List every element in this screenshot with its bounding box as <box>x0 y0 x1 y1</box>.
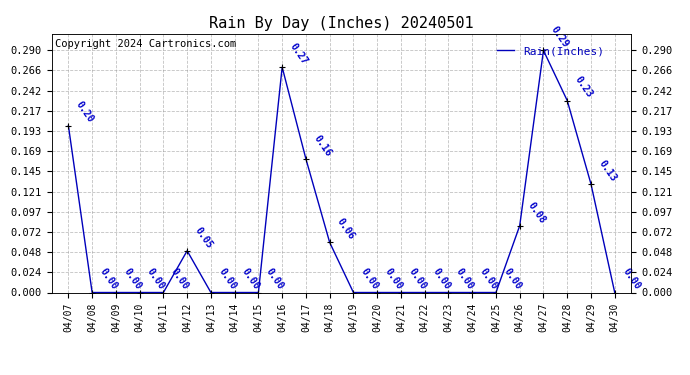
Text: 0.00: 0.00 <box>502 267 523 292</box>
Text: 0.00: 0.00 <box>431 267 452 292</box>
Text: 0.00: 0.00 <box>98 267 119 292</box>
Text: 0.00: 0.00 <box>217 267 238 292</box>
Text: 0.00: 0.00 <box>383 267 404 292</box>
Text: 0.00: 0.00 <box>264 267 286 292</box>
Text: 0.00: 0.00 <box>240 267 262 292</box>
Text: 0.00: 0.00 <box>359 267 381 292</box>
Text: 0.00: 0.00 <box>169 267 190 292</box>
Text: 0.00: 0.00 <box>406 267 428 292</box>
Text: 0.00: 0.00 <box>477 267 500 292</box>
Text: 0.16: 0.16 <box>311 133 333 158</box>
Text: 0.00: 0.00 <box>620 267 642 292</box>
Text: 0.29: 0.29 <box>549 25 571 50</box>
Text: 0.20: 0.20 <box>74 100 96 125</box>
Text: 0.23: 0.23 <box>573 75 595 100</box>
Legend: Rain(Inches): Rain(Inches) <box>493 42 609 61</box>
Text: 0.05: 0.05 <box>193 225 215 250</box>
Text: 0.00: 0.00 <box>121 267 143 292</box>
Text: 0.00: 0.00 <box>454 267 475 292</box>
Text: 0.13: 0.13 <box>597 158 618 183</box>
Text: 0.06: 0.06 <box>335 217 357 242</box>
Title: Rain By Day (Inches) 20240501: Rain By Day (Inches) 20240501 <box>209 16 474 31</box>
Text: 0.08: 0.08 <box>525 200 547 225</box>
Text: 0.27: 0.27 <box>288 41 309 66</box>
Text: 0.00: 0.00 <box>145 267 167 292</box>
Text: Copyright 2024 Cartronics.com: Copyright 2024 Cartronics.com <box>55 39 236 49</box>
